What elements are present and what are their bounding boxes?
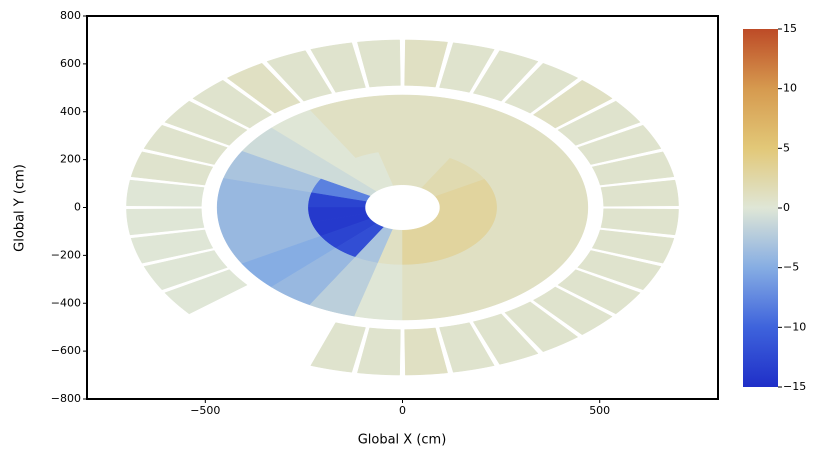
y-tick-label: 0 [74, 201, 81, 214]
heat-cell [130, 229, 214, 264]
heat-cell [504, 301, 579, 353]
heat-cell [504, 62, 579, 114]
heat-cell [357, 39, 401, 88]
heat-cell [557, 269, 641, 315]
heat-cell [472, 50, 539, 102]
y-tick-label: 200 [60, 153, 81, 166]
colorbar-tick-label: 10 [783, 82, 797, 95]
y-tick-label: −400 [51, 296, 81, 309]
heat-cell [600, 208, 679, 236]
colorbar [743, 29, 778, 387]
heat-cell [357, 327, 401, 376]
heat-cell [439, 42, 495, 93]
heat-cell [126, 179, 205, 207]
heat-cell [557, 100, 641, 146]
heat-cell [532, 286, 613, 336]
y-tick-label: 400 [60, 105, 81, 118]
plot-area [126, 39, 679, 376]
plot-frame [86, 15, 719, 400]
colorbar-tick-label: 15 [783, 22, 797, 35]
y-tick-label: 600 [60, 57, 81, 70]
heat-cell [192, 79, 273, 129]
y-axis-label: Global Y (cm) [13, 164, 28, 252]
heat-cell [226, 62, 301, 114]
heat-cell [591, 151, 675, 186]
heat-cell [143, 250, 228, 291]
x-tick-label: 0 [399, 404, 406, 417]
heat-cell [404, 327, 448, 376]
heat-cell [126, 208, 205, 236]
x-axis-label: Global X (cm) [358, 433, 447, 448]
y-tick-label: −200 [51, 248, 81, 261]
heat-cell [591, 229, 675, 264]
heat-cell [577, 124, 662, 165]
colorbar-tick-label: −15 [783, 380, 806, 393]
heat-cell [310, 322, 366, 373]
y-tick-label: −800 [51, 392, 81, 405]
heat-cell [532, 79, 613, 129]
x-tick-label: −500 [190, 404, 220, 417]
colorbar-tick-label: −5 [783, 261, 799, 274]
heat-cell [577, 250, 662, 291]
heat-cell [439, 322, 495, 373]
heat-cell [600, 179, 679, 207]
heat-cell [310, 42, 366, 93]
heat-cell [493, 207, 589, 237]
heat-cell [164, 269, 248, 315]
y-tick-label: 800 [60, 9, 81, 22]
colorbar-tick-label: 5 [783, 141, 790, 154]
heat-cell [404, 39, 448, 88]
heat-cell [266, 50, 333, 102]
y-tick-label: −600 [51, 344, 81, 357]
colorbar-tick-label: 0 [783, 201, 790, 214]
heat-cell [472, 313, 539, 365]
colorbar-tick-label: −10 [783, 320, 806, 333]
x-tick-label: 500 [589, 404, 610, 417]
heat-cell [143, 124, 228, 165]
heat-cell [164, 100, 248, 146]
heat-cell [130, 151, 214, 186]
